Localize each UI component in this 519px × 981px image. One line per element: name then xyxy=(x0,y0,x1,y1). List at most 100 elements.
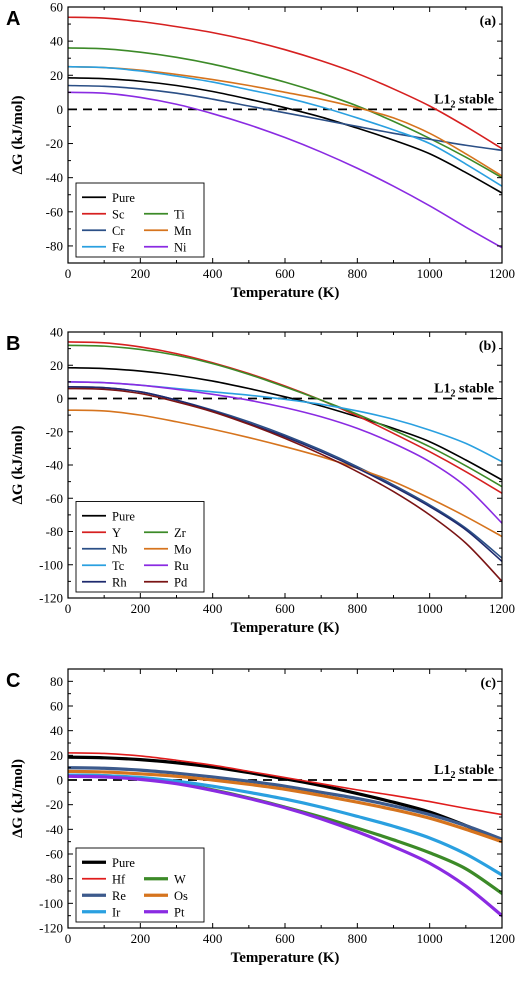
series-line-fe xyxy=(68,65,502,187)
x-tick-label: 1000 xyxy=(417,266,443,281)
x-tick-label: 800 xyxy=(348,266,368,281)
series-line-os xyxy=(68,769,502,844)
legend-label: Tc xyxy=(112,559,125,573)
y-axis-title: ΔG (kJ/mol) xyxy=(10,759,26,838)
x-tick-label: 0 xyxy=(65,931,72,946)
panel-tag: (c) xyxy=(480,676,496,691)
series-line-pure xyxy=(68,755,502,843)
series-lines xyxy=(68,16,502,249)
y-tick-label: 40 xyxy=(50,325,63,340)
x-tick-label: 800 xyxy=(348,601,368,616)
x-tick-label: 1200 xyxy=(489,931,515,946)
legend-label: Mo xyxy=(174,542,191,556)
x-tick-label: 0 xyxy=(65,601,72,616)
series-line-ru xyxy=(68,381,502,524)
y-tick-label: -20 xyxy=(46,797,63,812)
x-axis-title: Temperature (K) xyxy=(231,285,340,301)
legend-label: Nb xyxy=(112,542,127,556)
x-tick-label: 600 xyxy=(275,931,295,946)
y-tick-label: -120 xyxy=(39,591,63,606)
legend-item-zr: Zr xyxy=(144,526,187,540)
series-line-cr xyxy=(68,84,502,152)
x-tick-label: 200 xyxy=(131,266,151,281)
legend-item-ru: Ru xyxy=(144,559,189,573)
x-axis-title: Temperature (K) xyxy=(231,950,340,966)
series-line-pt xyxy=(68,774,502,918)
x-tick-label: 400 xyxy=(203,601,223,616)
y-tick-label: -120 xyxy=(39,921,63,936)
y-tick-label: 20 xyxy=(50,358,63,373)
legend-label: Pure xyxy=(112,191,135,205)
legend-item-pure: Pure xyxy=(82,509,135,523)
legend-item-tc: Tc xyxy=(82,559,125,573)
legend-item-pt: Pt xyxy=(144,905,185,919)
legend-item-fe: Fe xyxy=(82,240,125,254)
y-tick-label: 20 xyxy=(50,748,63,763)
panel-tag: (b) xyxy=(479,339,496,354)
x-tick-label: 1200 xyxy=(489,601,515,616)
legend-item-ni: Ni xyxy=(144,240,187,254)
legend-label: Y xyxy=(112,526,121,540)
x-tick-label: 1200 xyxy=(489,266,515,281)
x-tick-label: 600 xyxy=(275,266,295,281)
x-tick-label: 0 xyxy=(65,266,72,281)
y-tick-label: -80 xyxy=(46,871,63,886)
legend-label: Pd xyxy=(174,575,188,589)
legend-label: Cr xyxy=(112,224,125,238)
legend-label: Pure xyxy=(112,509,135,523)
legend-label: Ni xyxy=(174,240,187,254)
legend-item-ir: Ir xyxy=(82,905,121,919)
legend-item-ti: Ti xyxy=(144,207,185,221)
series-line-pure xyxy=(68,77,502,194)
x-tick-label: 800 xyxy=(348,931,368,946)
y-tick-label: 20 xyxy=(50,68,63,83)
series-line-re xyxy=(68,766,502,841)
series-line-ir xyxy=(68,773,502,877)
stable-label: L12 stable xyxy=(434,763,494,781)
legend-item-os: Os xyxy=(144,889,188,903)
legend-item-pure: Pure xyxy=(82,856,135,870)
legend: Pure Y Zr Nb Mo Tc Ru Rh Pd xyxy=(75,501,205,593)
series-line-ni xyxy=(68,91,502,249)
legend-item-cr: Cr xyxy=(82,224,125,238)
series-line-sc xyxy=(68,16,502,150)
y-tick-label: -80 xyxy=(46,238,63,253)
panel-b: 0 200 400 600 800 1000 1200-120-100-80-60-40-2… xyxy=(6,325,515,637)
legend-label: Re xyxy=(112,889,126,903)
x-tick-label: 1000 xyxy=(417,931,443,946)
series-line-pd xyxy=(68,387,502,583)
legend-label: Pure xyxy=(112,856,135,870)
series-lines xyxy=(68,752,502,918)
legend-label: W xyxy=(174,872,186,886)
series-line-pure xyxy=(68,366,502,481)
legend-box xyxy=(75,501,205,593)
legend-box xyxy=(75,847,205,923)
legend-label: Ti xyxy=(174,207,185,221)
y-tick-label: -20 xyxy=(46,136,63,151)
y-tick-label: -80 xyxy=(46,524,63,539)
series-line-zr xyxy=(68,344,502,488)
legend-label: Os xyxy=(174,889,188,903)
legend-label: Ru xyxy=(174,559,189,573)
legend-item-w: W xyxy=(144,872,186,886)
y-tick-label: -100 xyxy=(39,896,63,911)
legend-label: Sc xyxy=(112,207,125,221)
panel-tag: (a) xyxy=(480,14,497,29)
y-tick-label: 0 xyxy=(57,773,64,788)
y-tick-label: -60 xyxy=(46,847,63,862)
legend-label: Fe xyxy=(112,240,125,254)
legend: Pure Sc Ti Cr Mn Fe Ni xyxy=(75,182,205,258)
y-tick-label: 60 xyxy=(50,0,63,15)
legend-item-mo: Mo xyxy=(144,542,191,556)
series-lines xyxy=(68,341,502,583)
legend-item-hf: Hf xyxy=(82,872,126,886)
x-tick-label: 400 xyxy=(203,266,223,281)
stable-label: L12 stable xyxy=(434,382,494,400)
legend-item-mn: Mn xyxy=(144,224,192,238)
x-tick-label: 600 xyxy=(275,601,295,616)
y-tick-label: 0 xyxy=(57,391,64,406)
panel-letter: B xyxy=(6,333,20,355)
series-line-ti xyxy=(68,47,502,179)
y-tick-label: -100 xyxy=(39,557,63,572)
